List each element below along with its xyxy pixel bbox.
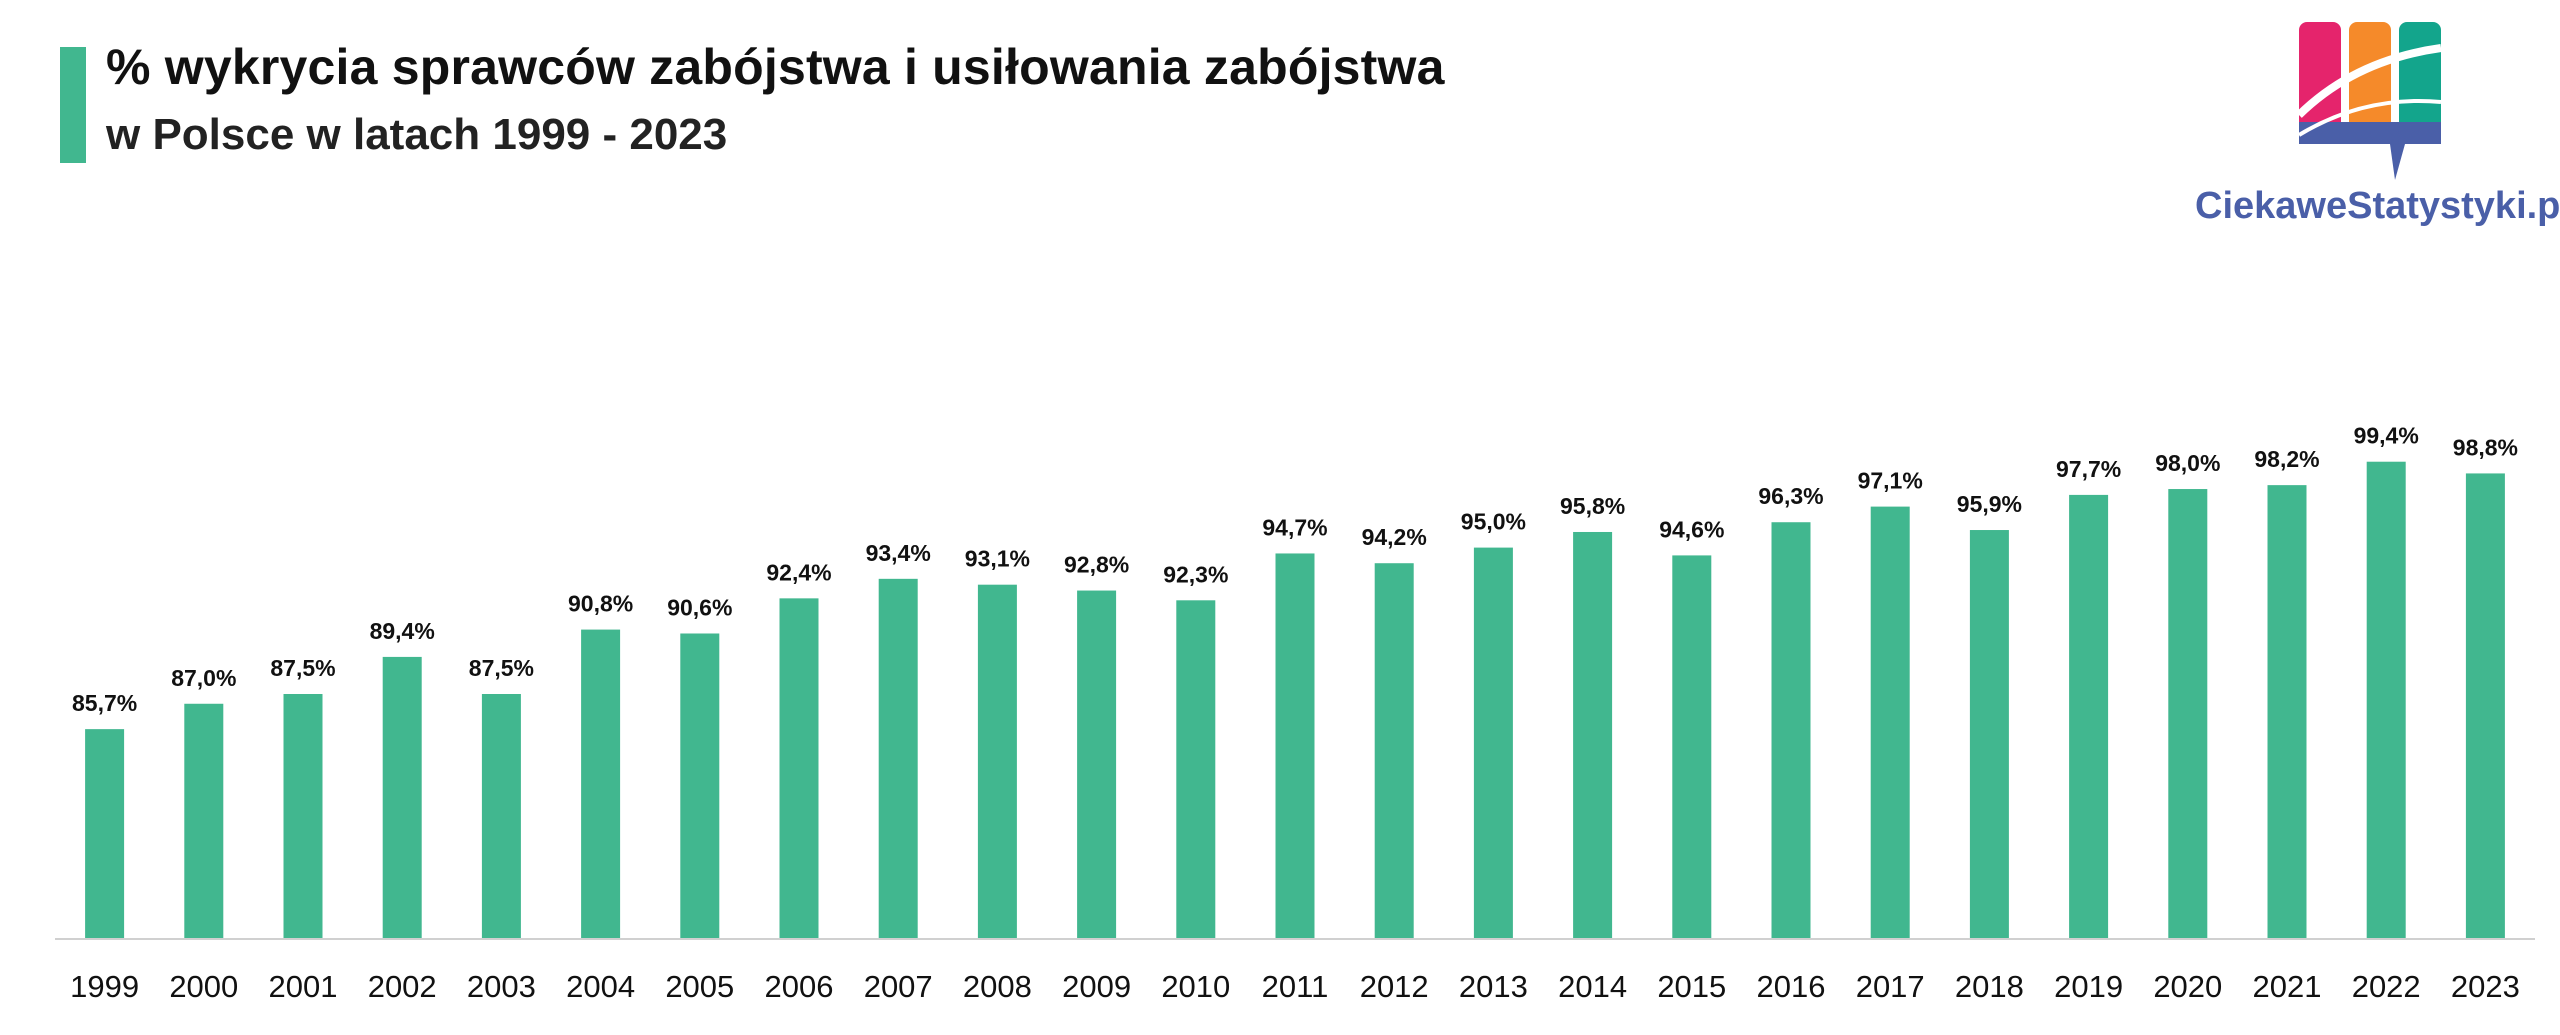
x-tick-labels-group: 1999 2000 2001 2002 2003 2004 2005 2006 2007 2008… xyxy=(70,969,2520,1004)
x-tick-label-2006: 2006 xyxy=(765,969,834,1004)
data-label-2007: 93,4% xyxy=(866,540,931,566)
data-label-2006: 92,4% xyxy=(766,559,831,585)
bar-2012 xyxy=(1374,563,1414,938)
data-label-2000: 87,0% xyxy=(171,665,236,691)
site-logo[interactable]: CiekaweStatystyki.pl xyxy=(2195,20,2560,240)
x-tick-label-2015: 2015 xyxy=(1657,969,1726,1004)
data-label-2010: 92,3% xyxy=(1163,561,1228,587)
bar-1999 xyxy=(85,729,125,938)
bar-2018 xyxy=(1969,530,2009,938)
data-label-2015: 94,6% xyxy=(1659,516,1724,542)
data-label-2013: 95,0% xyxy=(1461,509,1526,535)
x-tick-label-2017: 2017 xyxy=(1856,969,1925,1004)
bar-2023 xyxy=(2465,473,2505,938)
bar-2000 xyxy=(184,703,224,938)
bar-2022 xyxy=(2366,461,2406,938)
data-label-2003: 87,5% xyxy=(469,655,534,681)
x-tick-label-2016: 2016 xyxy=(1757,969,1826,1004)
data-label-2019: 97,7% xyxy=(2056,456,2121,482)
bar-2013 xyxy=(1473,547,1513,938)
bar-2002 xyxy=(382,656,422,938)
bar-2009 xyxy=(1077,590,1117,938)
x-tick-label-2018: 2018 xyxy=(1955,969,2024,1004)
data-label-2012: 94,2% xyxy=(1362,524,1427,550)
data-label-2023: 98,8% xyxy=(2453,434,2518,460)
bar-2019 xyxy=(2069,494,2109,938)
chart-title: % wykrycia sprawców zabójstwa i usiłowan… xyxy=(106,39,1445,95)
data-label-2021: 98,2% xyxy=(2254,446,2319,472)
x-tick-label-2011: 2011 xyxy=(1262,969,1329,1004)
x-tick-label-2019: 2019 xyxy=(2054,969,2123,1004)
bookshelf-chart-icon xyxy=(2296,22,2442,180)
x-tick-label-2004: 2004 xyxy=(566,969,635,1004)
x-tick-label-2021: 2021 xyxy=(2253,969,2322,1004)
x-tick-label-2001: 2001 xyxy=(269,969,338,1004)
data-label-2020: 98,0% xyxy=(2155,450,2220,476)
data-label-2022: 99,4% xyxy=(2354,423,2419,449)
x-tick-label-1999: 1999 xyxy=(70,969,139,1004)
data-label-2004: 90,8% xyxy=(568,591,633,617)
logo-text: CiekaweStatystyki.pl xyxy=(2195,185,2560,227)
x-tick-label-2002: 2002 xyxy=(368,969,437,1004)
bar-2001 xyxy=(283,694,323,938)
bar-2020 xyxy=(2168,489,2208,938)
bar-2016 xyxy=(1771,522,1811,938)
x-tick-label-2013: 2013 xyxy=(1459,969,1528,1004)
data-label-2018: 95,9% xyxy=(1957,491,2022,517)
data-label-2002: 89,4% xyxy=(370,618,435,644)
x-tick-label-2014: 2014 xyxy=(1558,969,1627,1004)
bar-2005 xyxy=(680,633,720,938)
bars-group xyxy=(85,461,2505,938)
data-label-2009: 92,8% xyxy=(1064,552,1129,578)
bar-2004 xyxy=(581,629,621,938)
data-label-2005: 90,6% xyxy=(667,594,732,620)
x-tick-label-2000: 2000 xyxy=(169,969,238,1004)
bar-2006 xyxy=(779,598,819,938)
bar-labels-group: 85,7% 87,0% 87,5% 89,4% 87,5% 90,8% 90,6% 92,4%… xyxy=(72,423,2518,716)
x-tick-label-2020: 2020 xyxy=(2153,969,2222,1004)
bar-2021 xyxy=(2267,485,2307,938)
bar-2011 xyxy=(1275,553,1315,938)
x-tick-label-2023: 2023 xyxy=(2451,969,2520,1004)
title-accent-bar xyxy=(60,47,86,163)
data-label-2014: 95,8% xyxy=(1560,493,1625,519)
data-label-2001: 87,5% xyxy=(270,655,335,681)
x-tick-label-2008: 2008 xyxy=(963,969,1032,1004)
x-tick-label-2005: 2005 xyxy=(665,969,734,1004)
data-label-1999: 85,7% xyxy=(72,690,137,716)
bar-2015 xyxy=(1672,555,1712,938)
bar-2014 xyxy=(1573,531,1613,938)
bar-2003 xyxy=(481,694,521,938)
bar-2010 xyxy=(1176,600,1216,938)
data-label-2008: 93,1% xyxy=(965,546,1030,572)
bar-2007 xyxy=(878,578,918,938)
data-label-2016: 96,3% xyxy=(1758,483,1823,509)
chart-subtitle: w Polsce w latach 1999 - 2023 xyxy=(106,110,728,159)
x-tick-label-2003: 2003 xyxy=(467,969,536,1004)
x-tick-label-2007: 2007 xyxy=(864,969,933,1004)
x-tick-label-2012: 2012 xyxy=(1360,969,1429,1004)
data-label-2017: 97,1% xyxy=(1858,468,1923,494)
bar-2017 xyxy=(1870,506,1910,938)
data-label-2011: 94,7% xyxy=(1262,514,1327,540)
x-tick-label-2009: 2009 xyxy=(1062,969,1131,1004)
bar-2008 xyxy=(977,584,1017,938)
x-tick-label-2010: 2010 xyxy=(1161,969,1230,1004)
x-tick-label-2022: 2022 xyxy=(2352,969,2421,1004)
